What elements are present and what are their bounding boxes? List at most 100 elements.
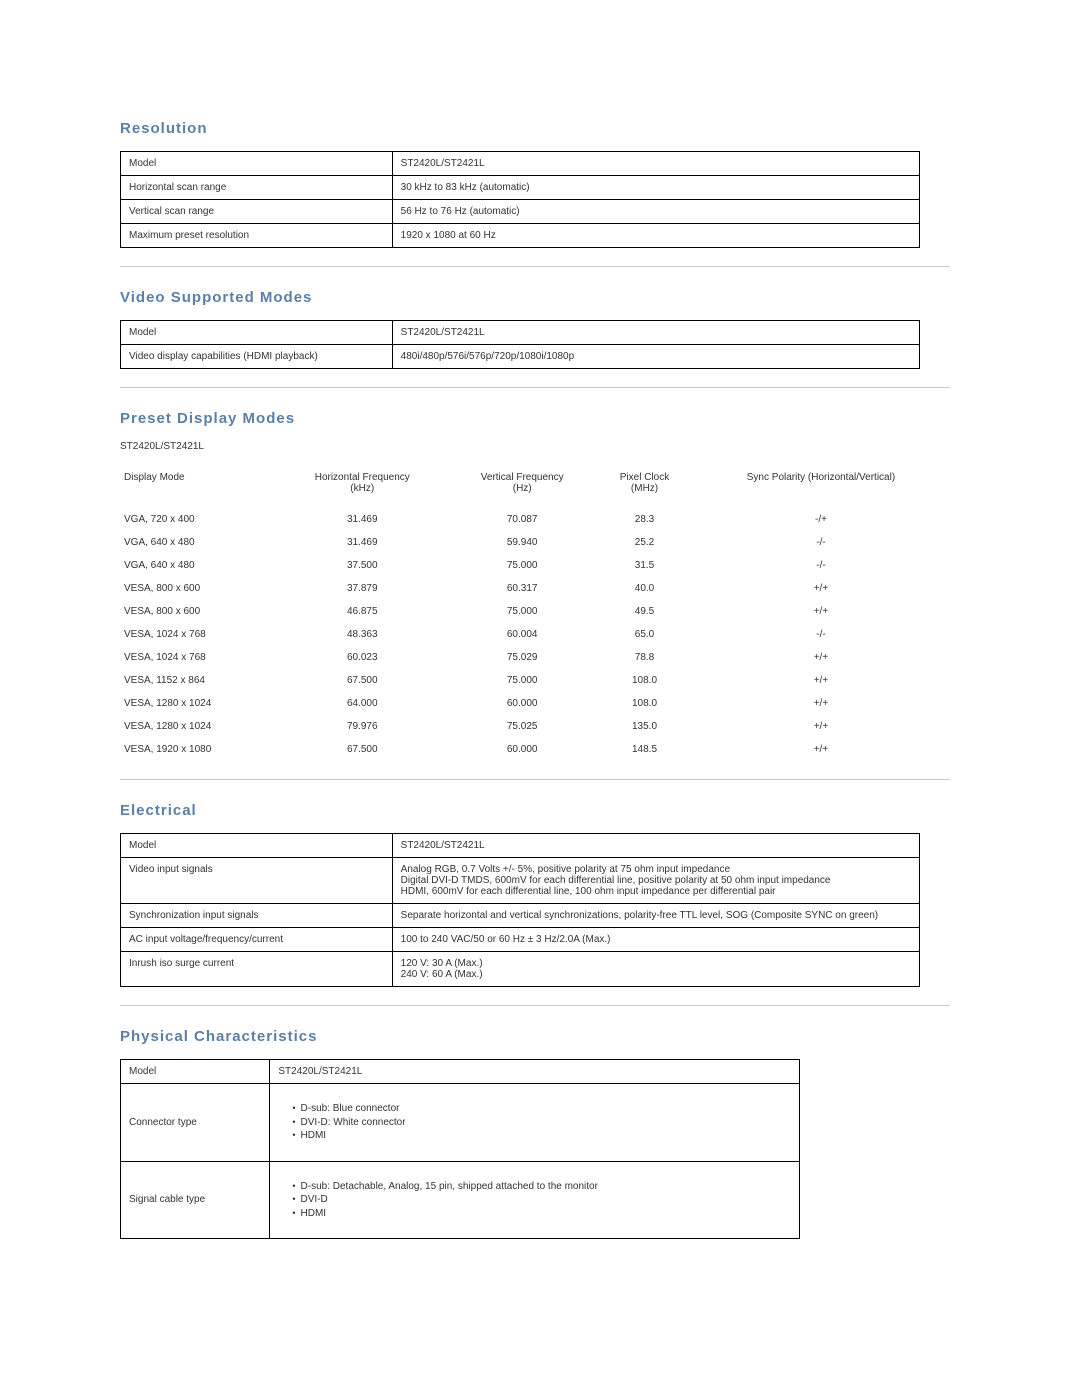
preset-cell: 60.023: [277, 646, 447, 669]
preset-cell: 64.000: [277, 692, 447, 715]
preset-cell: 75.000: [447, 554, 597, 577]
preset-cell: 75.000: [447, 669, 597, 692]
preset-cell: +/+: [692, 692, 950, 715]
preset-cell: 46.875: [277, 600, 447, 623]
spec-value: ST2420L/ST2421L: [392, 152, 919, 176]
spec-label: Horizontal scan range: [121, 176, 393, 200]
preset-cell: 108.0: [597, 669, 692, 692]
physical-table: ModelST2420L/ST2421LConnector typeD-sub:…: [120, 1059, 800, 1239]
preset-cell: 31.5: [597, 554, 692, 577]
preset-cell: VESA, 800 x 600: [120, 577, 277, 600]
spec-value: 30 kHz to 83 kHz (automatic): [392, 176, 919, 200]
preset-cell: 31.469: [277, 531, 447, 554]
preset-cell: +/+: [692, 738, 950, 761]
preset-header: Display Mode: [120, 466, 277, 508]
spec-value: 100 to 240 VAC/50 or 60 Hz ± 3 Hz/2.0A (…: [392, 928, 919, 952]
preset-cell: +/+: [692, 577, 950, 600]
video-modes-title: Video Supported Modes: [120, 289, 960, 306]
preset-cell: +/+: [692, 669, 950, 692]
preset-cell: 60.317: [447, 577, 597, 600]
preset-cell: VESA, 1024 x 768: [120, 646, 277, 669]
spec-label: Video input signals: [121, 858, 393, 904]
electrical-table: ModelST2420L/ST2421LVideo input signalsA…: [120, 833, 920, 987]
resolution-title: Resolution: [120, 120, 960, 137]
preset-cell: VESA, 1920 x 1080: [120, 738, 277, 761]
preset-cell: -/-: [692, 531, 950, 554]
preset-cell: 37.500: [277, 554, 447, 577]
preset-header: Pixel Clock(MHz): [597, 466, 692, 508]
preset-header: Sync Polarity (Horizontal/Vertical): [692, 466, 950, 508]
preset-cell: 79.976: [277, 715, 447, 738]
physical-title: Physical Characteristics: [120, 1028, 960, 1045]
preset-cell: VGA, 720 x 400: [120, 508, 277, 531]
list-item: D-sub: Detachable, Analog, 15 pin, shipp…: [292, 1180, 791, 1194]
spec-label: AC input voltage/frequency/current: [121, 928, 393, 952]
preset-cell: 135.0: [597, 715, 692, 738]
preset-cell: 48.363: [277, 623, 447, 646]
preset-cell: +/+: [692, 715, 950, 738]
preset-cell: -/-: [692, 554, 950, 577]
preset-cell: VGA, 640 x 480: [120, 531, 277, 554]
spec-label: Vertical scan range: [121, 200, 393, 224]
preset-title: Preset Display Modes: [120, 410, 960, 427]
preset-cell: 60.000: [447, 738, 597, 761]
spec-label: Model: [121, 152, 393, 176]
spec-value: 120 V: 30 A (Max.) 240 V: 60 A (Max.): [392, 952, 919, 987]
spec-value: D-sub: Detachable, Analog, 15 pin, shipp…: [270, 1161, 800, 1239]
preset-cell: VGA, 640 x 480: [120, 554, 277, 577]
preset-cell: VESA, 1280 x 1024: [120, 692, 277, 715]
preset-cell: 75.029: [447, 646, 597, 669]
spec-label: Model: [121, 1060, 270, 1084]
list-item: DVI-D: [292, 1193, 791, 1207]
preset-cell: 25.2: [597, 531, 692, 554]
spec-value: ST2420L/ST2421L: [270, 1060, 800, 1084]
preset-cell: 67.500: [277, 738, 447, 761]
spec-value: 480i/480p/576i/576p/720p/1080i/1080p: [392, 345, 919, 369]
spec-value: ST2420L/ST2421L: [392, 321, 919, 345]
preset-cell: 60.004: [447, 623, 597, 646]
preset-cell: +/+: [692, 600, 950, 623]
spec-label: Connector type: [121, 1084, 270, 1162]
preset-cell: 28.3: [597, 508, 692, 531]
preset-subhead: ST2420L/ST2421L: [120, 441, 960, 452]
preset-cell: VESA, 1152 x 864: [120, 669, 277, 692]
electrical-title: Electrical: [120, 802, 960, 819]
spec-label: Signal cable type: [121, 1161, 270, 1239]
preset-cell: +/+: [692, 646, 950, 669]
list-item: DVI-D: White connector: [292, 1116, 791, 1130]
spec-label: Model: [121, 834, 393, 858]
preset-cell: 148.5: [597, 738, 692, 761]
separator: [120, 1005, 950, 1006]
list-item: HDMI: [292, 1129, 791, 1143]
preset-cell: 31.469: [277, 508, 447, 531]
preset-cell: 59.940: [447, 531, 597, 554]
preset-cell: 49.5: [597, 600, 692, 623]
preset-cell: 60.000: [447, 692, 597, 715]
spec-label: Synchronization input signals: [121, 904, 393, 928]
spec-value: ST2420L/ST2421L: [392, 834, 919, 858]
spec-value: 1920 x 1080 at 60 Hz: [392, 224, 919, 248]
preset-cell: 65.0: [597, 623, 692, 646]
preset-cell: 67.500: [277, 669, 447, 692]
preset-table: Display ModeHorizontal Frequency(kHz)Ver…: [120, 466, 950, 761]
list-item: D-sub: Blue connector: [292, 1102, 791, 1116]
list-item: HDMI: [292, 1207, 791, 1221]
preset-cell: VESA, 1024 x 768: [120, 623, 277, 646]
separator: [120, 387, 950, 388]
spec-value: Separate horizontal and vertical synchro…: [392, 904, 919, 928]
spec-label: Video display capabilities (HDMI playbac…: [121, 345, 393, 369]
preset-cell: 108.0: [597, 692, 692, 715]
preset-header: Vertical Frequency(Hz): [447, 466, 597, 508]
preset-cell: 40.0: [597, 577, 692, 600]
preset-cell: 75.000: [447, 600, 597, 623]
spec-label: Model: [121, 321, 393, 345]
spec-label: Maximum preset resolution: [121, 224, 393, 248]
separator: [120, 266, 950, 267]
resolution-table: ModelST2420L/ST2421LHorizontal scan rang…: [120, 151, 920, 248]
preset-cell: VESA, 800 x 600: [120, 600, 277, 623]
spec-value: D-sub: Blue connectorDVI-D: White connec…: [270, 1084, 800, 1162]
spec-value: Analog RGB, 0.7 Volts +/- 5%, positive p…: [392, 858, 919, 904]
preset-cell: 37.879: [277, 577, 447, 600]
preset-cell: VESA, 1280 x 1024: [120, 715, 277, 738]
preset-header: Horizontal Frequency(kHz): [277, 466, 447, 508]
